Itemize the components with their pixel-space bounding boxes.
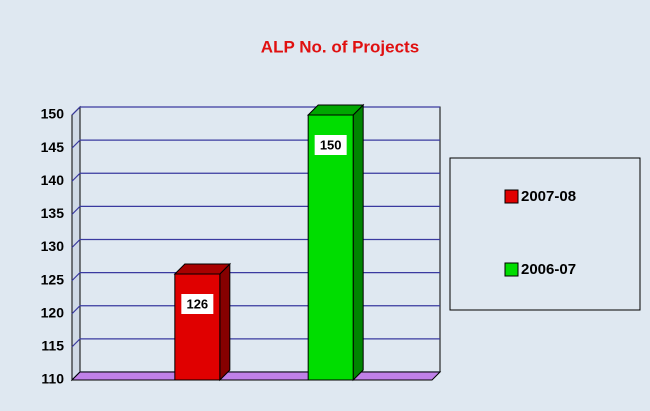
y-tick-label: 110 [41, 371, 64, 387]
bar [307, 114, 354, 381]
legend-label: 2006-07 [521, 261, 576, 278]
y-tick-label: 115 [41, 338, 64, 354]
y-tick-label: 125 [41, 271, 65, 287]
legend-swatch [504, 262, 519, 277]
value-label-box [181, 294, 214, 314]
value-label-box [314, 135, 347, 155]
bar [174, 273, 221, 381]
y-tick-label: 150 [41, 106, 65, 122]
value-label: 150 [320, 137, 342, 152]
y-tick-label: 140 [41, 172, 65, 188]
bar-side [219, 262, 231, 382]
y-tick-label: 135 [41, 205, 65, 221]
bar-top [306, 104, 365, 116]
floor [70, 371, 442, 381]
value-label: 126 [186, 296, 208, 311]
legend-swatch [504, 189, 519, 204]
legend-label: 2007-08 [521, 188, 576, 205]
y-tick-label: 145 [41, 139, 65, 155]
bar-side [352, 103, 364, 382]
legend-box [449, 157, 641, 311]
y-tick-label: 120 [41, 304, 65, 320]
bar-top [173, 263, 232, 275]
y-tick-label: 130 [41, 238, 65, 254]
chart-title: ALP No. of Projects [261, 37, 419, 56]
